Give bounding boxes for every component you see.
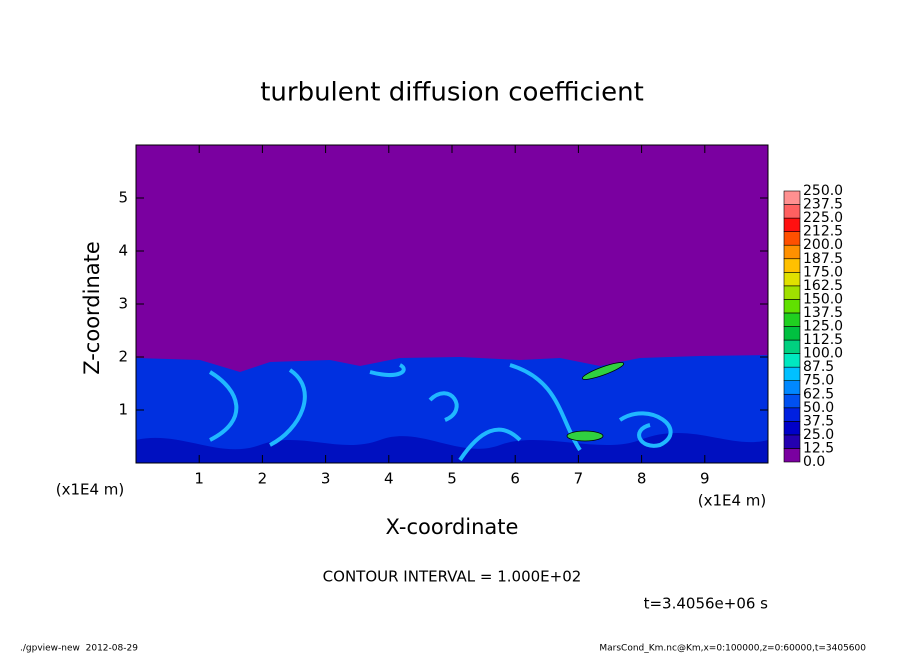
colorbar-label: 175.0: [803, 264, 843, 280]
colorbar-label: 212.5: [803, 224, 843, 240]
colorbar-label: 0.0: [803, 454, 825, 470]
colorbar-label: 162.5: [803, 278, 843, 294]
footer-left: ./gpview-new 2012-08-29: [20, 644, 138, 654]
field-region: [136, 355, 768, 463]
contour-interval: CONTOUR INTERVAL = 1.000E+02: [323, 568, 582, 586]
x-tick-label: 9: [700, 470, 710, 488]
x-tick-label: 5: [447, 470, 457, 488]
colorbar-box: [783, 326, 801, 341]
x-tick-label: 8: [637, 470, 647, 488]
y-tick-label: 2: [118, 348, 128, 366]
colorbar-label: 125.0: [803, 319, 843, 335]
x-tick-label: 6: [510, 470, 520, 488]
x-tick-label: 4: [384, 470, 394, 488]
x-tick-label: 1: [194, 470, 204, 488]
colorbar-box: [783, 421, 801, 436]
colorbar-label: 100.0: [803, 346, 843, 362]
x-axis-label: X-coordinate: [386, 515, 519, 539]
footer-right: MarsCond_Km.nc@Km,x=0:100000,z=0:60000,t…: [599, 644, 866, 654]
colorbar-label: 200.0: [803, 237, 843, 253]
colorbar-box: [783, 366, 801, 381]
y-tick-label: 1: [118, 401, 128, 419]
y-tick-label: 3: [118, 295, 128, 313]
colorbar-box: [783, 407, 801, 422]
x-unit: (x1E4 m): [698, 492, 767, 510]
colorbar-label: 150.0: [803, 291, 843, 307]
colorbar-box: [783, 244, 801, 260]
colorbar-box: [783, 312, 801, 327]
field-blob: [566, 430, 604, 442]
y-unit: (x1E4 m): [56, 481, 125, 499]
colorbar-label: 225.0: [803, 210, 843, 226]
colorbar-label: 187.5: [803, 251, 843, 267]
field-blob: [581, 362, 625, 380]
colorbar-box: [783, 393, 801, 409]
colorbar-box: [783, 434, 801, 449]
field: [136, 145, 768, 463]
colorbar-label: 25.0: [803, 427, 834, 443]
colorbar-box: [783, 353, 801, 368]
colorbar-box: [783, 190, 801, 205]
time-label: t=3.4056e+06 s: [644, 595, 769, 613]
x-tick-label: 2: [258, 470, 268, 488]
colorbar-box: [783, 258, 801, 273]
x-tick-label: 7: [574, 470, 584, 488]
colorbar-box: [783, 339, 801, 354]
colorbar-label: 250.0: [803, 183, 843, 199]
y-tick-label: 5: [118, 189, 128, 207]
colorbar-box: [783, 217, 801, 232]
colorbar-label: 112.5: [803, 332, 843, 348]
colorbar-box: [783, 448, 801, 463]
colorbar-box: [783, 285, 801, 300]
colorbar-box: [783, 204, 801, 219]
colorbar-label: 75.0: [803, 373, 834, 389]
colorbar-box: [783, 299, 801, 314]
y-axis-label: Z-coordinate: [80, 241, 104, 375]
y-tick-label: 4: [118, 242, 128, 260]
colorbar-label: 12.5: [803, 440, 834, 456]
colorbar-label: 50.0: [803, 400, 834, 416]
colorbar-label: 37.5: [803, 413, 834, 429]
chart-title: turbulent diffusion coefficient: [260, 78, 644, 108]
colorbar-label: 87.5: [803, 359, 834, 375]
colorbar-label: 62.5: [803, 386, 834, 402]
colorbar-box: [783, 231, 801, 246]
colorbar-label: 137.5: [803, 305, 843, 321]
colorbar-box: [783, 271, 801, 287]
colorbar-box: [783, 380, 801, 395]
field-region: [136, 432, 768, 463]
x-tick-label: 3: [321, 470, 331, 488]
colorbar-label: 237.5: [803, 197, 843, 213]
